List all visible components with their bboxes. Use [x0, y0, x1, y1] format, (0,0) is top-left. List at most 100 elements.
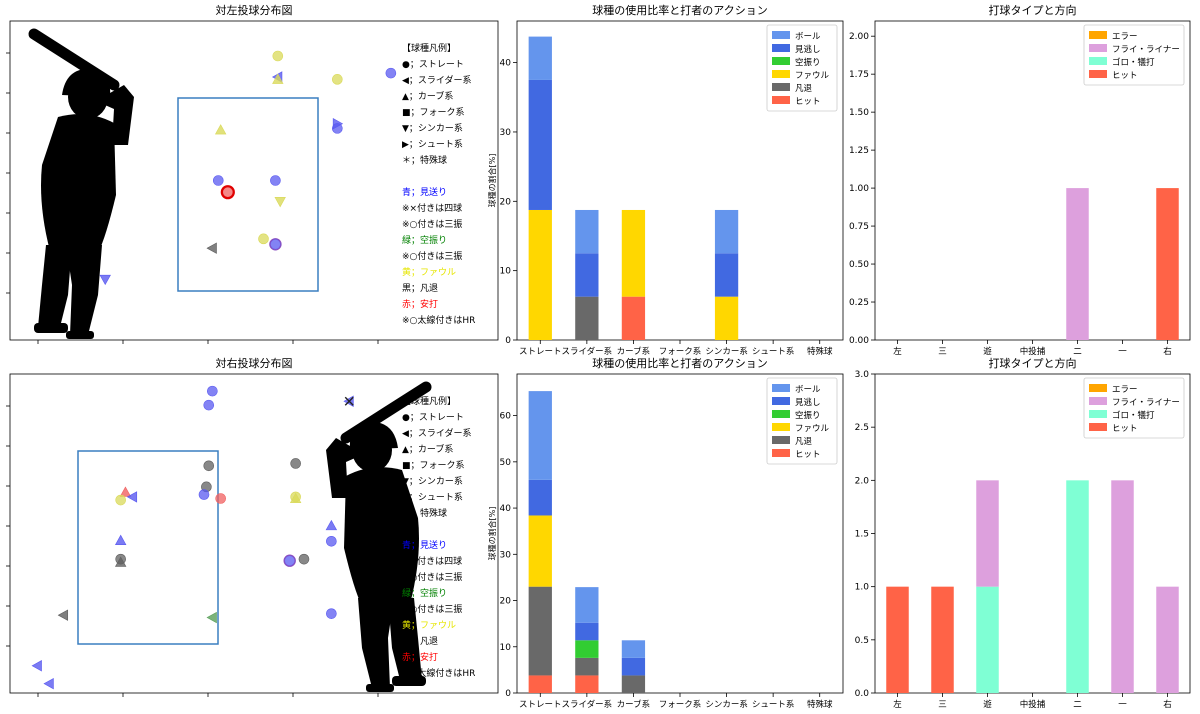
pitch-point: [272, 73, 284, 84]
pitch-point: [57, 609, 69, 621]
scatter-3-legend-color: 赤；安打: [402, 651, 438, 663]
bar-2-legend-label: ゴロ・犠打: [1112, 57, 1155, 68]
bar-2-ytick-label: 0.25: [849, 298, 869, 308]
pitch-point: [114, 534, 127, 545]
strikeout-ring: [283, 554, 296, 567]
scatter-3-legend-shape: ▼；シンカー系: [402, 476, 463, 487]
bar-2-ytick-label: 0.75: [849, 222, 869, 232]
bar-5-legend-swatch: [1089, 397, 1107, 405]
strikeout-ring: [269, 238, 282, 251]
scatter-0-legend-color: 赤；安打: [402, 298, 438, 310]
batter-silhouette-part: [96, 85, 134, 145]
scatter-0-legend-shape: ◀；スライダー系: [402, 74, 472, 86]
bar-2-xtick-label: 一: [1118, 347, 1127, 357]
bar-1-ylabel: 球種の割合[%]: [487, 154, 497, 208]
bar-5-bar-segment: [976, 586, 999, 693]
pitch-point: [212, 175, 224, 186]
scatter-0-legend-shape: ●；ストレート: [402, 60, 464, 70]
bar-1-xtick-label: ストレート: [519, 347, 562, 357]
bar-5-bar-segment: [1156, 586, 1179, 693]
bar-4-xtick-label: カーブ系: [617, 699, 651, 710]
scatter-3-strike-zone: [77, 450, 219, 645]
bar-5-bar-segment: [931, 586, 954, 693]
bar-2-title: 打球タイプと方向: [989, 3, 1077, 17]
scatter-3-legend-color: 黒；凡退: [402, 636, 438, 647]
pitch-point: [326, 535, 337, 547]
bar-4-title: 球種の使用比率と打者のアクション: [592, 356, 767, 370]
scatter-3-legend-shape: ●；ストレート: [402, 413, 464, 423]
bar-1-legend-label: 凡退: [795, 83, 813, 94]
bar-4-legend-swatch: [772, 436, 790, 444]
bar-1-legend-swatch: [772, 31, 790, 39]
batter-silhouette-part: [66, 331, 94, 339]
scatter-0-legend-color: 黄；ファウル: [402, 266, 456, 278]
bar-4-bar-segment: [528, 675, 552, 693]
bar-1-bar-segment: [621, 296, 646, 340]
bar-4-legend-swatch: [772, 449, 790, 457]
bar-4-bar-segment: [575, 657, 599, 676]
bar-1-ytick-label: 20: [500, 197, 512, 207]
pitch-point: [31, 660, 42, 672]
bar-4-bar-segment: [575, 587, 599, 623]
bar-2-ytick-label: 0.50: [849, 260, 869, 270]
bar-2-xtick-label: 右: [1163, 346, 1172, 357]
bar-4-legend-swatch: [772, 384, 790, 392]
bar-2-ytick-label: 0.00: [849, 336, 869, 346]
bar-1-xtick-label: 特殊球: [807, 346, 833, 357]
homerun-ring: [220, 185, 235, 200]
bar-2-legend-swatch: [1089, 57, 1107, 65]
scatter-3-legend-color: 青；見送り: [402, 539, 447, 551]
bar-4-ylabel: 球種の割合[%]: [487, 507, 497, 561]
bar-4-legend-swatch: [772, 423, 790, 431]
bar-1-legend-label: 見逃し: [795, 44, 821, 55]
pitch-point: [332, 123, 343, 134]
bar-5-xtick-label: 右: [1163, 699, 1172, 710]
pitch-point: [215, 493, 226, 504]
bar-5-legend-swatch: [1089, 410, 1107, 418]
bar-4-ytick-label: 0: [505, 689, 511, 699]
bar-4-bar-segment: [575, 622, 599, 641]
pitch-point: [270, 175, 281, 186]
scatter-0-legend-color: 緑；空振り: [402, 234, 447, 246]
bar-4-ytick-label: 20: [500, 597, 512, 607]
bar-4-bar-segment: [528, 586, 552, 676]
pitch-point: [203, 460, 215, 472]
pitch-point: [258, 233, 269, 245]
bar-5-xtick-label: 三: [938, 700, 947, 710]
scatter-0-legend-shape: ■；フォーク系: [402, 107, 465, 118]
scatter-3-legend-color: ※×付きは四球: [402, 555, 462, 567]
scatter-0-legend-color: ※○付きは三振: [402, 218, 462, 230]
bar-4-xtick-label: シンカー系: [705, 699, 748, 710]
bar-2-legend-swatch: [1089, 31, 1107, 39]
bar-2-legend-box: [1083, 24, 1185, 86]
bar-1-xtick-label: シュート系: [752, 346, 795, 357]
pitch-point: [214, 124, 227, 135]
batter-silhouette-part: [41, 114, 116, 253]
bar-2-ytick-label: 1.25: [849, 146, 869, 156]
bar-4-legend-label: ヒット: [795, 450, 821, 460]
pitch-point: [198, 489, 210, 500]
bar-1-ytick-label: 0: [505, 336, 511, 346]
pitch-point: [298, 553, 310, 565]
bar-4-xtick-label: フォーク系: [659, 699, 702, 710]
batter-silhouette-part: [349, 421, 398, 450]
bar-1-bar-segment: [714, 253, 739, 297]
bar-4-legend-swatch: [772, 397, 790, 405]
bar-4-xtick-label: 特殊球: [807, 699, 833, 710]
bar-5-bar-segment: [886, 586, 909, 693]
batter-silhouette-part: [366, 684, 394, 692]
scatter-3-legend-shape: ＊；特殊球: [402, 507, 447, 519]
bar-2-legend-swatch: [1089, 70, 1107, 78]
bar-5-ytick-label: 2.0: [855, 476, 870, 486]
bar-4-ytick-label: 60: [500, 412, 512, 422]
bar-1-legend-swatch: [772, 96, 790, 104]
bar-4-bar-segment: [575, 675, 599, 693]
bar-2-ytick-label: 1.00: [849, 184, 869, 194]
bar-5-xtick-label: 一: [1118, 700, 1127, 710]
batter-silhouette-part: [344, 467, 419, 606]
bar-1-legend-swatch: [772, 83, 790, 91]
bar-2-xtick-label: 左: [893, 346, 902, 357]
bar-5-ytick-label: 0.5: [855, 636, 869, 646]
bar-2-xtick-label: 二: [1073, 347, 1082, 357]
